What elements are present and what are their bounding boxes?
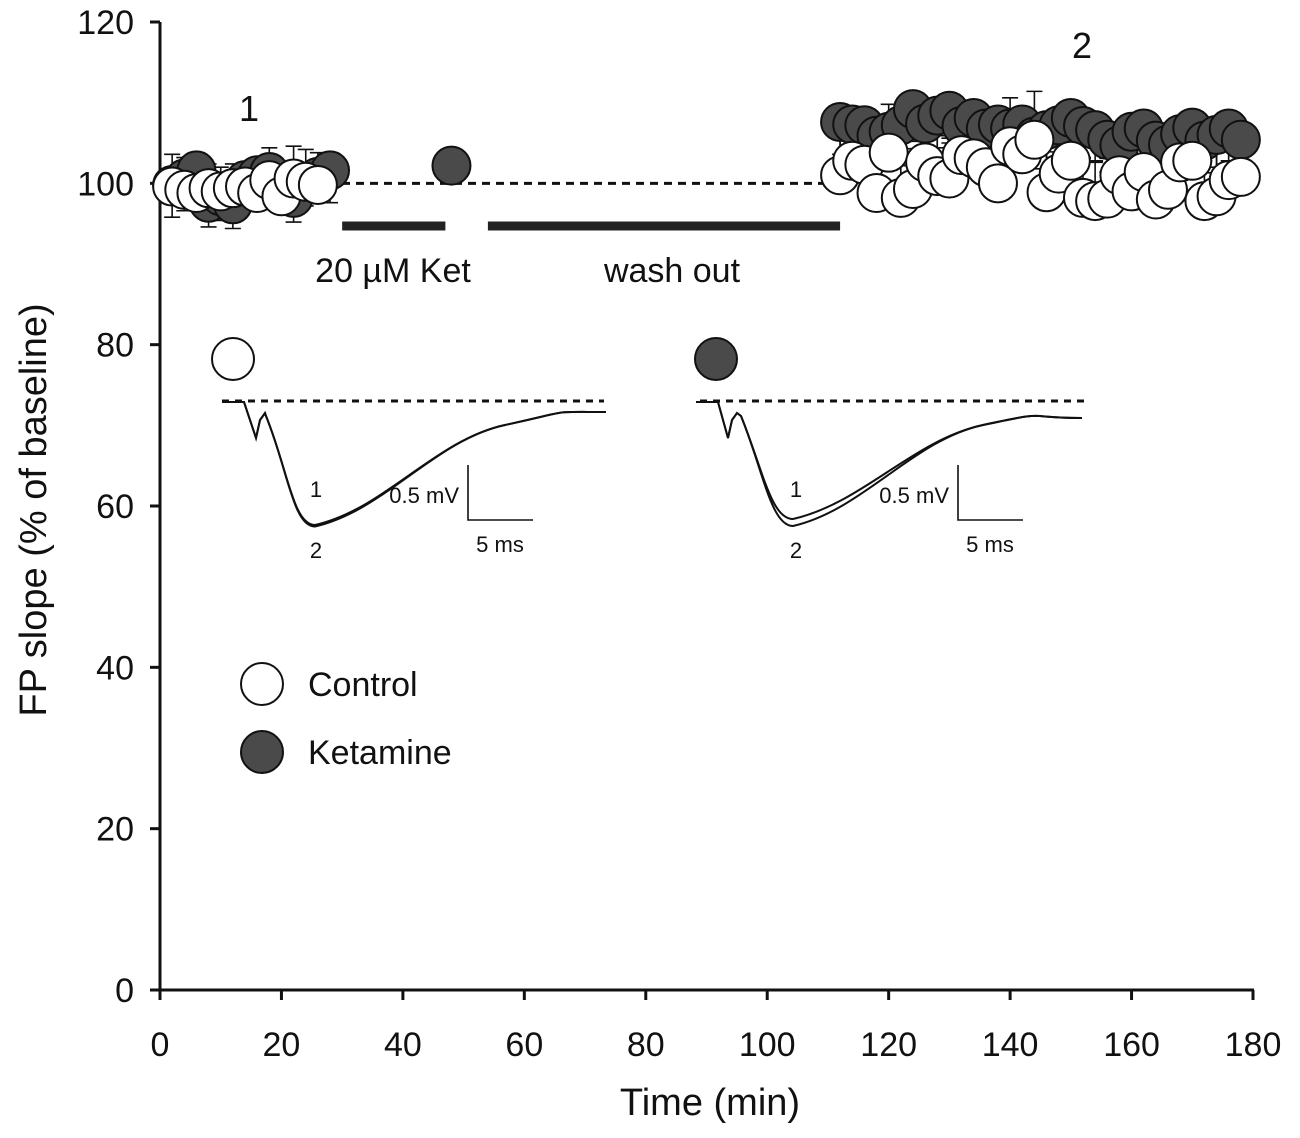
ketamine-data-point (431, 145, 472, 186)
legend-label: Control (308, 666, 418, 704)
x-tick-label: 120 (860, 1026, 917, 1064)
x-axis-title: Time (min) (620, 1082, 800, 1124)
inset-trace-label: 2 (790, 538, 802, 563)
y-tick-label: 80 (96, 327, 134, 365)
treatment-bars: 20 µM Ket wash out 1 2 (239, 25, 1092, 290)
x-tick-label: 60 (505, 1026, 543, 1064)
inset-trace-2 (222, 401, 607, 528)
x-tick-label: 20 (263, 1026, 301, 1064)
y-tick-label: 40 (96, 649, 134, 687)
inset-scale-time-label: 5 ms (476, 532, 524, 557)
ketamine-data-point (1220, 119, 1261, 160)
y-tick-label: 120 (77, 4, 134, 42)
control-data-point (1014, 119, 1055, 160)
legend: Control Ketamine (240, 662, 452, 774)
legend-label: Ketamine (308, 734, 452, 772)
inset-scale-time-label: 5 ms (966, 532, 1014, 557)
x-tick-label: 140 (982, 1026, 1039, 1064)
inset-control-marker (211, 337, 255, 381)
inset-scale-bar (957, 465, 1023, 521)
data-points (152, 89, 1261, 225)
inset-ketamine-marker (694, 337, 738, 381)
y-tick-label: 20 (96, 811, 134, 849)
treatment-bar-label: 20 µM Ket (315, 252, 471, 290)
x-tick-label: 0 (151, 1026, 170, 1064)
inset-trace-label: 2 (310, 538, 322, 563)
legend-ketamine-marker (240, 730, 284, 774)
y-tick-label: 0 (115, 972, 134, 1010)
control-data-point (1220, 156, 1261, 197)
x-tick-label: 80 (627, 1026, 665, 1064)
inset-trace-label: 1 (310, 477, 322, 502)
time-marker-label: 2 (1072, 25, 1092, 66)
control-data-point (1172, 140, 1213, 181)
inset-scale-voltage-label: 0.5 mV (389, 483, 459, 508)
control-data-point (1050, 140, 1091, 181)
axes: 0 20 40 60 80 100 120 140 160 180 0 20 40 60 80 100 120 T… (13, 4, 1281, 1124)
inset-scale-voltage-label: 0.5 mV (879, 483, 949, 508)
inset-trace-2 (696, 401, 1083, 528)
x-tick-label: 100 (739, 1026, 796, 1064)
inset-scale-bar (467, 465, 533, 521)
y-tick-label: 100 (77, 165, 134, 203)
y-tick-label: 60 (96, 488, 134, 526)
x-tick-label: 160 (1103, 1026, 1160, 1064)
control-data-point (977, 163, 1018, 204)
x-tick-label: 40 (384, 1026, 422, 1064)
legend-control-marker (240, 662, 284, 706)
inset-trace-label: 1 (790, 477, 802, 502)
control-data-point (297, 164, 338, 205)
treatment-bar-label: wash out (603, 252, 741, 290)
insets: 1 2 0.5 mV 5 ms 1 2 0.5 mV 5 ms (211, 337, 1086, 563)
y-axis-title: FP slope (% of baseline) (13, 303, 55, 716)
time-marker-label: 1 (239, 88, 259, 129)
x-tick-label: 180 (1225, 1026, 1282, 1064)
control-data-point (868, 132, 909, 173)
